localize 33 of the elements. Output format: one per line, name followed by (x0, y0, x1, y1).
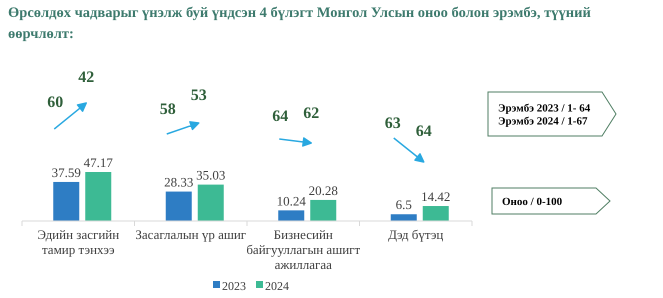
text: 64 (416, 123, 432, 140)
data-label: 10.24 (276, 193, 306, 208)
x-tick-label: Дэд бүтэц (388, 227, 444, 242)
data-label: 28.33 (164, 174, 194, 190)
data-label: 14.42 (421, 189, 450, 204)
bar (198, 184, 224, 221)
bar (390, 214, 417, 221)
x-tick-label: Засаглалын үр ашиг (135, 227, 246, 242)
text: 63 (384, 115, 401, 132)
chart-title: Өрсөлдөх чадварыг үнэлж буй үндсэн 4 бүлэгт Монгол Улсын оноо болон эрэмбэ, түүний өөрчлөлт: (8, 5, 591, 42)
text: 42 (78, 69, 94, 86)
legend-label: 2024 (265, 279, 289, 293)
x-tick-label: Эдийн засгийн тамир тэнхээ (37, 227, 120, 257)
x-tick-label: Бизнесийн байгууллагын ашигт ажиллагаа (246, 227, 360, 272)
text: 53 (190, 87, 207, 104)
data-label: 20.28 (308, 182, 338, 198)
text: Эрэмбэ 2023 / 1- 64 Эрэмбэ 2024 / 1-67 (498, 102, 591, 128)
bar (278, 210, 304, 221)
bar (85, 172, 112, 221)
bar (53, 182, 80, 221)
text: 60 (47, 94, 64, 111)
data-label: 47.17 (84, 155, 114, 170)
data-label: 37.59 (52, 164, 81, 180)
text: 62 (303, 105, 320, 122)
text: 64 (272, 108, 288, 125)
bar (166, 192, 192, 221)
bar (310, 200, 336, 221)
data-label: 35.03 (196, 168, 226, 183)
legend-label: 2023 (222, 279, 246, 293)
bar (422, 206, 449, 221)
data-label: 6.5 (396, 197, 412, 212)
text: 58 (160, 101, 176, 118)
text: Оноо / 0-100 (502, 196, 563, 208)
